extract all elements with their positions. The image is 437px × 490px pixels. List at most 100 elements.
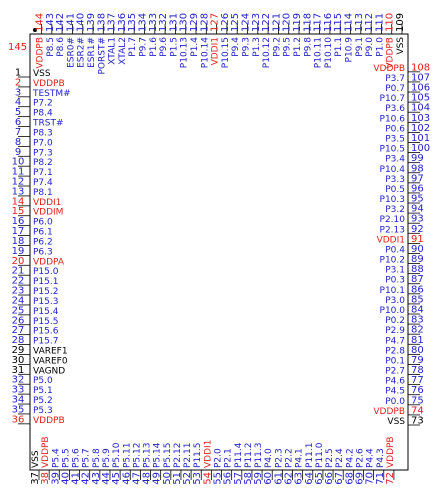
pin-name: P0.2 — [385, 316, 405, 326]
pin-number: 68 — [344, 472, 355, 485]
pin-name: P5.11 — [122, 443, 132, 468]
pin-number: 69 — [354, 472, 365, 485]
pin-number: 49 — [152, 472, 163, 485]
pin-number: 144 — [35, 13, 46, 32]
pin-name: VDDPB — [33, 79, 65, 89]
pin-number: 34 — [12, 395, 25, 406]
pin-name: P2.6 — [355, 448, 365, 468]
pin-name: P7.3 — [33, 148, 53, 158]
pin-name: P4.7 — [385, 336, 405, 346]
pin-number: 137 — [107, 13, 118, 32]
pin-name: P15.3 — [33, 297, 58, 307]
pin-name: P6.3 — [33, 247, 53, 257]
pin-name: P9.7 — [139, 37, 149, 57]
pin-number: 95 — [411, 194, 424, 205]
pin-name: P5.3 — [33, 406, 53, 416]
pin-name: P2.11 — [183, 443, 193, 468]
pin-name: P5.10 — [112, 442, 122, 468]
pin-number: 105 — [411, 93, 430, 104]
pin-name: P5.4 — [51, 448, 61, 468]
pin-name: P4.2 — [345, 448, 355, 468]
pin-name: P4.6 — [385, 377, 405, 387]
pin-number: 113 — [354, 13, 365, 32]
pin-name: P8.4 — [33, 109, 53, 119]
pin-name: P8.6 — [56, 37, 66, 57]
pin-name: P15.4 — [33, 307, 59, 317]
pin-number: 52 — [182, 472, 193, 485]
pin-number: 17 — [12, 226, 25, 237]
pin-name: P2.3 — [274, 448, 284, 468]
pin-number: 117 — [313, 13, 324, 32]
pin-number: 63 — [294, 472, 305, 485]
pin-number: 13 — [12, 186, 25, 197]
pin-name: P2.1 — [224, 448, 234, 468]
pin-name: P11.4 — [234, 442, 244, 468]
pin-number: 143 — [45, 13, 56, 32]
pin-name: P4.0 — [264, 448, 274, 468]
pin-name: P0.0 — [385, 397, 405, 407]
pin-number: 106 — [411, 83, 430, 94]
pin-number: 133 — [148, 13, 159, 32]
pin-number: 91 — [411, 234, 424, 245]
pin-name: TRST# — [32, 119, 64, 129]
pin-name: P6.2 — [33, 237, 53, 247]
pin-number: 114 — [344, 13, 355, 32]
pin-name: P1.3 — [252, 37, 262, 57]
pin-name: VAGND — [33, 366, 65, 376]
pin-name: VDDI1 — [203, 440, 213, 468]
pin-name: P0.1 — [385, 356, 405, 366]
pin-name: P6.1 — [33, 228, 53, 238]
pin-name: P5.8 — [92, 448, 102, 468]
pin-number: 98 — [411, 163, 424, 174]
pin-name: ESR0# — [66, 37, 76, 68]
pin-number: 96 — [411, 183, 424, 194]
pin-number: 55 — [213, 472, 224, 485]
pin-name: P9.6 — [159, 37, 169, 57]
pin-number: 32 — [12, 375, 25, 386]
pin-number: 33 — [12, 385, 25, 396]
pin-number: 142 — [55, 13, 66, 32]
pin-number: 88 — [411, 264, 424, 275]
pin-name: P8.3 — [33, 128, 53, 138]
pin-name: P10.14 — [200, 37, 210, 68]
pin-name: VDDPA — [33, 257, 65, 267]
pin1-marker: 145 — [8, 42, 27, 53]
pin-number: 109 — [395, 13, 406, 32]
pin-name: P10.6 — [380, 114, 406, 124]
pin-name: VSS — [387, 417, 405, 427]
pin-name: P3.1 — [385, 266, 405, 276]
pin-number: 112 — [364, 13, 375, 32]
pin-name: P11.5 — [193, 443, 203, 468]
pin-number: 141 — [65, 13, 76, 32]
pin-number: 90 — [411, 244, 424, 255]
chip-body — [29, 33, 409, 471]
pin-number: 46 — [121, 472, 132, 485]
pin-name: P10.0 — [380, 306, 406, 316]
pin-number: 37 — [30, 472, 41, 485]
pin-name: VDDPB — [41, 436, 51, 468]
pin-name: P0.5 — [385, 185, 405, 195]
pin-name: P8.1 — [33, 188, 53, 198]
pin-name: P1.6 — [149, 37, 159, 57]
pin-name: P2.9 — [385, 326, 405, 336]
pin-name: VDDPB — [36, 37, 46, 69]
pin-name: TESTM# — [32, 89, 71, 99]
pin-name: VDDI1 — [377, 235, 405, 245]
pin-name: P11.1 — [305, 443, 315, 468]
pin-name: P11.3 — [254, 443, 264, 468]
pin-name: P5.12 — [132, 443, 142, 468]
pin-name: P1.2 — [293, 37, 303, 57]
pin-name: P2.7 — [385, 367, 405, 377]
pin-name: P2.0 — [214, 448, 224, 468]
pin-name: P4.4 — [366, 448, 376, 468]
pin-number: 119 — [292, 13, 303, 32]
pin-number: 56 — [223, 472, 234, 485]
pin-number: 31 — [12, 365, 25, 376]
pin-name: P10.13 — [180, 37, 190, 68]
pin-name: P7.2 — [33, 99, 53, 109]
pin-name: P0.4 — [385, 245, 405, 255]
pin-name: VAREF0 — [33, 356, 68, 366]
pin-name: P10.12 — [262, 37, 272, 68]
pin-number: 42 — [81, 472, 92, 485]
pin-number: 57 — [233, 472, 244, 485]
